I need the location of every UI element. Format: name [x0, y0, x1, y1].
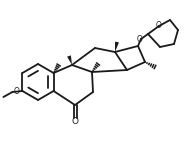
Polygon shape [115, 42, 119, 52]
Text: O: O [137, 35, 143, 44]
Text: O: O [156, 20, 162, 29]
Polygon shape [67, 55, 72, 65]
Text: O: O [71, 117, 78, 126]
Text: O: O [13, 86, 19, 95]
